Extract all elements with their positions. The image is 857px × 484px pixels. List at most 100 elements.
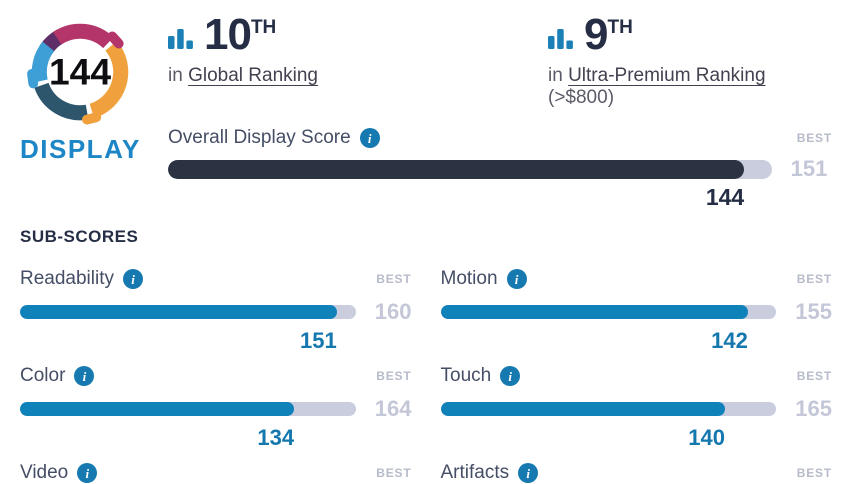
score-value-row: 151 bbox=[20, 328, 412, 354]
info-icon[interactable]: i bbox=[74, 366, 95, 386]
ultra-premium-ranking-block: 9TH in Ultra-Premium Ranking (>$800) bbox=[548, 13, 832, 109]
best-label: BEST bbox=[796, 272, 832, 286]
overall-best-value: 151 bbox=[790, 156, 828, 181]
subscore-bar-fill bbox=[440, 305, 748, 319]
overall-score-section: Overall Display Score i BEST 151 144 bbox=[168, 127, 832, 211]
score-bar-row: 155 bbox=[440, 299, 832, 325]
best-label: BEST bbox=[376, 272, 412, 286]
subscore-artifacts: Artifacts i BEST 161 129 bbox=[441, 462, 833, 484]
ultra-premium-ranking-link[interactable]: Ultra-Premium Ranking bbox=[568, 65, 766, 86]
rank-number-wrap: 9TH bbox=[584, 13, 633, 57]
rank-prefix: in bbox=[168, 65, 183, 86]
rank-number: 10 bbox=[204, 10, 252, 59]
overall-value-pos: 144 bbox=[168, 184, 744, 211]
subscore-motion: Motion i BEST 155 142 bbox=[440, 268, 833, 354]
subscore-readability: Readability i BEST 160 151 bbox=[20, 268, 412, 354]
display-score-logo-icon: 144 bbox=[27, 23, 129, 125]
rank-number-wrap: 10TH bbox=[204, 13, 277, 57]
score-bar-row: 164 bbox=[20, 396, 412, 422]
subscore-best-value: 165 bbox=[795, 396, 832, 421]
score-head: Color i BEST bbox=[20, 365, 412, 387]
logo-block: 144 DISPLAY bbox=[20, 10, 168, 211]
subscore-bar-track bbox=[440, 305, 776, 319]
info-icon[interactable]: i bbox=[123, 269, 143, 289]
subscore-value: 134 bbox=[257, 425, 295, 450]
subscore-touch: Touch i BEST 165 140 bbox=[440, 365, 833, 451]
bar-chart-icon bbox=[168, 29, 193, 49]
rank-top: 9TH bbox=[548, 13, 832, 57]
subscore-color: Color i BEST 164 134 bbox=[20, 365, 412, 451]
subscore-label: Color bbox=[20, 365, 66, 386]
logo-tabs bbox=[27, 31, 124, 125]
info-icon[interactable]: i bbox=[518, 463, 539, 483]
best-label: BEST bbox=[796, 131, 832, 145]
overall-bar-row: 151 bbox=[168, 156, 832, 182]
rank-ordinal: TH bbox=[250, 17, 277, 38]
subscore-best-value: 160 bbox=[374, 299, 412, 324]
subscore-value: 142 bbox=[711, 328, 748, 353]
rank-prefix: in bbox=[548, 65, 563, 86]
rank-number: 9 bbox=[584, 10, 609, 59]
subscore-bar-fill bbox=[20, 305, 337, 319]
value-pos: 142 bbox=[441, 328, 748, 354]
score-value-row: 134 bbox=[20, 425, 412, 451]
overall-head: Overall Display Score i BEST bbox=[168, 127, 832, 149]
subscore-video: Video i BEST 162 149 bbox=[20, 462, 412, 484]
subscore-bar-fill bbox=[20, 402, 295, 416]
score-head: Video i BEST bbox=[20, 462, 412, 484]
subscore-bar-fill bbox=[440, 402, 725, 416]
bar-chart-icon bbox=[548, 29, 573, 49]
rank-top: 10TH bbox=[168, 13, 548, 57]
overall-score-value: 144 bbox=[705, 184, 745, 210]
best-label: BEST bbox=[796, 369, 832, 383]
score-head: Readability i BEST bbox=[20, 268, 412, 290]
logo-label: DISPLAY bbox=[20, 134, 141, 164]
info-icon[interactable]: i bbox=[506, 269, 527, 289]
subscore-value: 151 bbox=[299, 328, 337, 353]
global-ranking-block: 10TH in Global Ranking bbox=[168, 13, 548, 109]
logo-score: 144 bbox=[49, 50, 111, 92]
value-pos: 140 bbox=[441, 425, 725, 451]
overall-score-bar-track bbox=[168, 159, 772, 179]
best-label: BEST bbox=[796, 466, 832, 480]
score-head: Motion i BEST bbox=[441, 268, 833, 290]
subscore-label: Touch bbox=[440, 365, 492, 386]
subscore-best-value: 155 bbox=[795, 299, 832, 324]
overall-score-bar-fill bbox=[168, 159, 745, 179]
subscore-label: Motion bbox=[440, 268, 498, 289]
subscores-title: SUB-SCORES bbox=[20, 227, 139, 246]
info-icon[interactable]: i bbox=[359, 128, 380, 148]
subscore-best-value: 164 bbox=[374, 396, 412, 421]
subscore-bar-track bbox=[20, 305, 356, 319]
subscores-section: SUB-SCORES Readability i BEST 160 15 bbox=[0, 227, 857, 484]
score-bar-row: 160 bbox=[20, 299, 412, 325]
subscore-label: Artifacts bbox=[440, 462, 510, 483]
subscore-label: Readability bbox=[20, 268, 114, 289]
header-content: 10TH in Global Ranking bbox=[168, 10, 832, 211]
rank-caption: in Ultra-Premium Ranking (>$800) bbox=[548, 65, 832, 109]
rank-ordinal: TH bbox=[607, 17, 633, 38]
best-label: BEST bbox=[376, 369, 412, 383]
value-pos: 151 bbox=[20, 328, 337, 354]
score-head: Artifacts i BEST bbox=[441, 462, 833, 484]
rankings-row: 10TH in Global Ranking bbox=[168, 13, 832, 109]
score-value-row: 142 bbox=[441, 328, 833, 354]
score-bar-row: 165 bbox=[440, 396, 832, 422]
overall-score-label: Overall Display Score bbox=[168, 127, 351, 148]
subscores-grid: Readability i BEST 160 151 bbox=[20, 268, 832, 484]
info-icon[interactable]: i bbox=[500, 366, 521, 386]
subscore-bar-track bbox=[20, 402, 356, 416]
value-pos: 134 bbox=[20, 425, 294, 451]
rank-note: (>$800) bbox=[548, 87, 615, 108]
score-head: Touch i BEST bbox=[441, 365, 833, 387]
subscore-bar-track bbox=[440, 402, 776, 416]
header: 144 DISPLAY 10TH in bbox=[0, 0, 857, 211]
score-value-row: 140 bbox=[441, 425, 833, 451]
overall-value-row: 144 bbox=[168, 184, 832, 211]
rank-caption: in Global Ranking bbox=[168, 65, 548, 87]
subscore-value: 140 bbox=[688, 425, 725, 450]
best-label: BEST bbox=[376, 466, 412, 480]
global-ranking-link[interactable]: Global Ranking bbox=[188, 65, 318, 86]
info-icon[interactable]: i bbox=[77, 463, 98, 483]
